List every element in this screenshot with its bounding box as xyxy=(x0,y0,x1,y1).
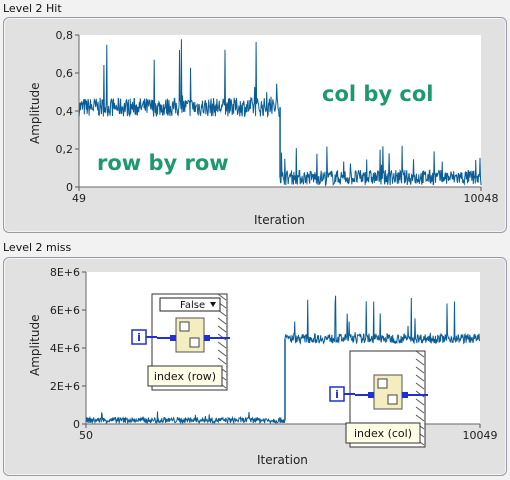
series-line-hit-1 xyxy=(279,145,482,187)
frame-hatch-1 xyxy=(415,398,425,406)
series-line-hit-0 xyxy=(78,39,280,119)
y-tick-label-hit: 0,4 xyxy=(56,105,74,118)
series-line-miss-0 xyxy=(85,411,286,425)
x-tick-label-miss: 10049 xyxy=(463,429,498,442)
panel-title-hit: Level 2 Hit xyxy=(3,2,62,15)
x-axis-title-hit: Iteration xyxy=(254,213,305,227)
terminal-0 xyxy=(170,335,176,341)
array-icon xyxy=(189,337,200,348)
frame-hatch-1 xyxy=(415,350,425,358)
index-constant-label-0: i xyxy=(137,331,141,344)
chevron-down-icon xyxy=(210,302,216,307)
chart-svg-miss: 0 2E+6 4E+6 6E+6 8E+6 50 10049 False i index (row… xyxy=(50,266,498,448)
plot-area-hit[interactable]: 0 0,2 0,4 0,6 0,8 49 10048 xyxy=(4,18,504,230)
array-icon xyxy=(387,394,398,405)
chart-svg-hit: 0 0,2 0,4 0,6 0,8 49 10048 xyxy=(56,29,499,205)
frame-hatch-1 xyxy=(415,406,425,414)
y-tick-label-miss: 6E+6 xyxy=(50,304,80,317)
x-axis-title-miss: Iteration xyxy=(257,453,308,467)
x-tick-label-hit: 10048 xyxy=(464,192,499,205)
labview-node-1: i index (col) xyxy=(329,350,428,448)
terminal-1 xyxy=(402,392,408,398)
frame-hatch-1 xyxy=(415,366,425,374)
terminal-1 xyxy=(368,392,374,398)
frame-hatch-1 xyxy=(415,374,425,382)
frame-hatch-0 xyxy=(217,341,227,349)
annotation-col-by-col: col by col xyxy=(322,82,434,106)
case-selector-label-0: False xyxy=(180,300,205,311)
frame-hatch-0 xyxy=(217,293,227,301)
y-tick-label-miss: 0 xyxy=(73,418,80,431)
y-tick-label-hit: 0 xyxy=(66,181,73,194)
caption-label-1: index (col) xyxy=(354,427,412,440)
y-tick-label-miss: 8E+6 xyxy=(50,266,80,279)
graph-panel-hit: Amplitude 0 0,2 0,4 0,6 0,8 49 10048 col by co… xyxy=(3,17,507,233)
index-constant-label-1: i xyxy=(335,388,339,401)
frame-hatch-1 xyxy=(415,358,425,366)
plot-area-miss[interactable]: 0 2E+6 4E+6 6E+6 8E+6 50 10049 False i index (row… xyxy=(4,258,504,473)
x-tick-label-hit: 49 xyxy=(72,192,86,205)
y-tick-label-miss: 4E+6 xyxy=(50,342,80,355)
y-tick-label-hit: 0,8 xyxy=(56,29,74,42)
y-tick-label-hit: 0,2 xyxy=(56,143,74,156)
terminal-0 xyxy=(204,335,210,341)
array-icon xyxy=(179,321,190,332)
frame-hatch-0 xyxy=(217,317,227,325)
y-tick-label-hit: 0,6 xyxy=(56,67,74,80)
frame-hatch-1 xyxy=(415,382,425,390)
caption-box-0 xyxy=(147,365,223,387)
annotation-row-by-row: row by row xyxy=(97,151,229,175)
frame-hatch-0 xyxy=(217,325,227,333)
frame-hatch-0 xyxy=(217,349,227,357)
labview-node-0: False i index (row) xyxy=(131,293,230,391)
caption-label-0: index (row) xyxy=(154,370,216,383)
y-tick-label-miss: 2E+6 xyxy=(50,380,80,393)
graph-panel-miss: Amplitude 0 2E+6 4E+6 6E+6 8E+6 50 10049 False i… xyxy=(3,257,507,476)
array-icon xyxy=(377,378,388,389)
frame-hatch-1 xyxy=(415,414,425,422)
frame-hatch-0 xyxy=(217,357,227,365)
case-selector-0 xyxy=(159,297,221,312)
x-tick-label-miss: 50 xyxy=(79,429,93,442)
series-line-miss-1 xyxy=(284,295,480,345)
panel-title-miss: Level 2 miss xyxy=(3,241,72,254)
caption-box-1 xyxy=(345,422,421,444)
